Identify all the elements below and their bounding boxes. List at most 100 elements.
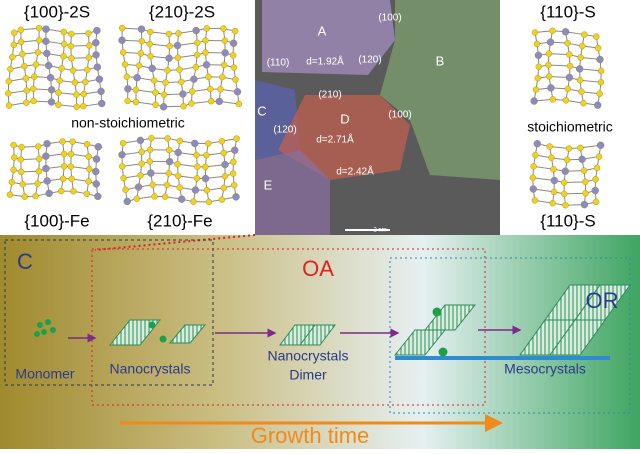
atom bbox=[84, 141, 90, 147]
atom bbox=[550, 166, 556, 172]
atom bbox=[7, 66, 13, 72]
atom bbox=[84, 191, 90, 197]
atom bbox=[194, 175, 200, 181]
atom bbox=[174, 42, 181, 49]
stage-label: Monomer bbox=[15, 366, 74, 382]
atom bbox=[98, 100, 105, 107]
atom bbox=[11, 167, 17, 173]
d-spacing: d=2.71Å bbox=[316, 133, 354, 146]
atom bbox=[86, 178, 92, 184]
atom bbox=[86, 55, 92, 61]
atom bbox=[164, 182, 170, 188]
atom bbox=[532, 29, 538, 35]
atom bbox=[595, 45, 601, 51]
atom bbox=[194, 152, 200, 158]
atom bbox=[566, 146, 572, 152]
atom bbox=[45, 62, 52, 69]
monomer bbox=[34, 331, 40, 337]
atom bbox=[119, 25, 125, 31]
facet-label: (100) bbox=[378, 13, 401, 24]
atom bbox=[202, 50, 208, 56]
atom bbox=[147, 53, 153, 59]
atom bbox=[545, 62, 551, 68]
label: {210}-2S bbox=[149, 2, 215, 21]
atom bbox=[133, 99, 139, 105]
atom bbox=[561, 180, 567, 186]
atom bbox=[193, 64, 199, 70]
atom bbox=[153, 102, 159, 108]
atom bbox=[61, 163, 67, 169]
atom bbox=[550, 200, 556, 206]
atom bbox=[175, 161, 181, 167]
atom bbox=[236, 101, 242, 107]
atom bbox=[208, 98, 214, 104]
atom bbox=[61, 29, 67, 35]
region-label: C bbox=[257, 103, 266, 118]
stage-label: Dimer bbox=[289, 367, 327, 383]
atom bbox=[24, 88, 30, 94]
atom bbox=[165, 135, 171, 141]
atom bbox=[81, 91, 87, 97]
atom bbox=[162, 194, 168, 200]
atom bbox=[36, 37, 42, 43]
atom bbox=[233, 193, 240, 200]
atom bbox=[19, 144, 25, 150]
atom bbox=[152, 193, 158, 199]
atom bbox=[6, 78, 12, 84]
atom bbox=[166, 147, 172, 153]
atom bbox=[166, 170, 172, 176]
atom bbox=[18, 39, 24, 45]
atom bbox=[177, 138, 183, 144]
atom bbox=[60, 138, 66, 144]
atom bbox=[11, 154, 17, 160]
atom bbox=[85, 30, 91, 36]
atom bbox=[167, 43, 173, 49]
atom bbox=[593, 199, 599, 205]
atom bbox=[137, 137, 144, 144]
atom bbox=[547, 39, 554, 46]
atom bbox=[161, 92, 167, 98]
atom bbox=[42, 153, 49, 160]
atom bbox=[149, 65, 156, 72]
atom bbox=[35, 49, 41, 55]
atom bbox=[190, 76, 197, 83]
atom bbox=[191, 140, 198, 147]
atom bbox=[166, 158, 173, 165]
atom bbox=[93, 180, 100, 187]
atom bbox=[43, 50, 50, 57]
atom bbox=[221, 150, 227, 156]
label: {100}-Fe bbox=[24, 211, 89, 230]
atom bbox=[233, 77, 239, 83]
atom bbox=[166, 55, 173, 62]
atom bbox=[72, 80, 78, 86]
atom bbox=[547, 84, 554, 91]
tem-image bbox=[255, 0, 500, 235]
atom bbox=[23, 100, 29, 106]
region-label: B bbox=[436, 53, 445, 68]
atom bbox=[61, 151, 67, 157]
atom bbox=[204, 25, 210, 31]
atom bbox=[175, 55, 181, 61]
atom bbox=[205, 141, 211, 147]
atom bbox=[68, 43, 74, 49]
atom bbox=[230, 40, 237, 47]
monomer bbox=[50, 327, 56, 333]
atom bbox=[549, 28, 555, 34]
atom bbox=[576, 65, 583, 72]
atom bbox=[70, 139, 76, 145]
atom bbox=[581, 201, 588, 208]
atom bbox=[536, 64, 542, 70]
atom bbox=[582, 179, 588, 185]
atom bbox=[550, 96, 556, 102]
atom bbox=[9, 54, 15, 60]
atom bbox=[44, 140, 51, 147]
atom bbox=[596, 154, 602, 160]
atom bbox=[203, 61, 210, 68]
atom bbox=[534, 41, 540, 47]
atom bbox=[175, 173, 181, 179]
atom bbox=[68, 55, 74, 61]
atom bbox=[61, 41, 67, 47]
atom bbox=[592, 187, 599, 194]
atom bbox=[207, 86, 213, 92]
atom bbox=[69, 176, 75, 182]
